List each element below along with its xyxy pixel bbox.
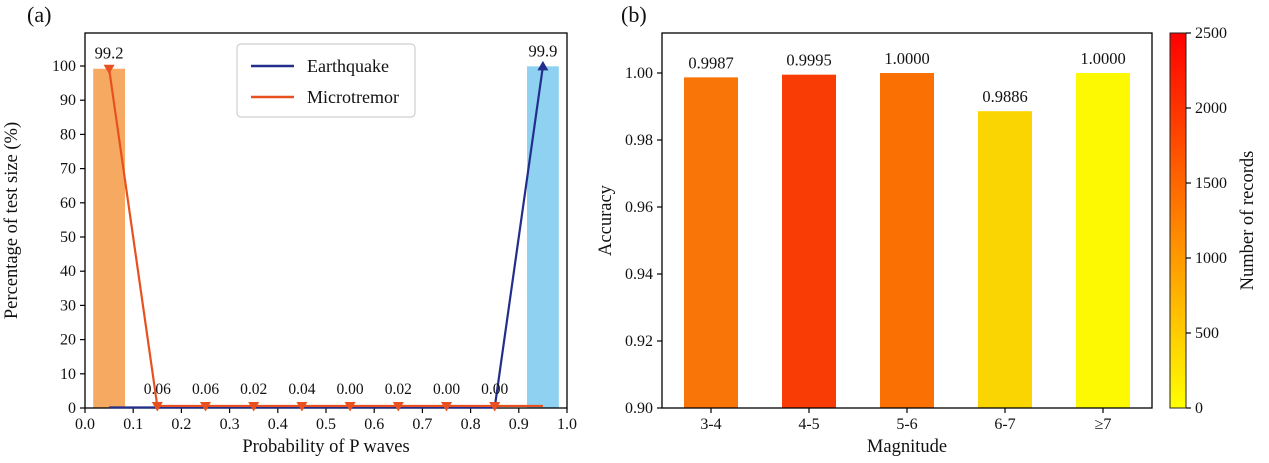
point-value-label: 0.00 [481, 381, 508, 398]
earthquake-marker [537, 60, 549, 71]
microtremor-marker [248, 401, 260, 412]
y-tick-label: 60 [60, 195, 76, 212]
y-tick-label: 0.92 [625, 333, 653, 350]
accuracy-bar-≥7 [1076, 73, 1130, 408]
bar-value-label: 0.9995 [786, 51, 831, 70]
histogram-bar-earthquake [526, 66, 559, 408]
colorbar-tick-label: 500 [1195, 325, 1219, 342]
accuracy-by-magnitude-chart: 3-4 4-5 5-6 6-7 ≥7 0.90 0.92 0.94 0.96 0.98 1.00 0.… [596, 25, 1258, 457]
y-tick-label: 0.90 [625, 400, 653, 417]
bar-value-label: 0.9987 [688, 53, 733, 72]
microtremor-marker [441, 401, 452, 412]
colorbar-tick-label: 2500 [1195, 25, 1227, 42]
colorbar-tick-label: 2000 [1195, 100, 1227, 117]
x-tick-label: 0.6 [364, 416, 384, 433]
panel-a-tag: (a) [27, 2, 52, 27]
bar-value-label: 99.9 [528, 41, 557, 60]
y-tick-label: 50 [60, 229, 76, 246]
colorbar-tick-label: 0 [1195, 400, 1203, 417]
bar-value-label: 1.0000 [884, 49, 929, 68]
colorbar-label: Number of records [1238, 151, 1258, 291]
y-tick-label: 30 [60, 297, 76, 314]
line-microtremor [108, 68, 543, 408]
y-axis-label: Percentage of test size (%) [2, 122, 22, 319]
y-tick-label: 0.96 [625, 199, 653, 216]
y-tick-label: 0.98 [625, 132, 653, 149]
microtremor-marker [200, 401, 211, 412]
x-axis-label: Probability of P waves [242, 437, 409, 457]
x-tick-label: 0.7 [412, 416, 432, 433]
x-tick-label: ≥7 [1095, 416, 1112, 433]
legend: Earthquake Microtremor [236, 43, 416, 118]
x-tick-label: 0.1 [123, 416, 143, 433]
legend-label: Earthquake [307, 56, 389, 76]
panel-b-tag: (b) [621, 2, 647, 27]
legend-box [236, 43, 416, 118]
colorbar-tick-label: 1500 [1195, 175, 1227, 192]
x-tick-label: 0.9 [509, 416, 529, 433]
microtremor-marker [344, 401, 356, 412]
point-value-label: 0.00 [337, 381, 364, 398]
x-tick-label: 0.3 [220, 416, 240, 433]
x-tick-label: 0.2 [171, 416, 191, 433]
point-value-label: 0.00 [433, 381, 460, 398]
y-tick-label: 100 [52, 58, 76, 75]
x-tick-label: 0.8 [461, 416, 481, 433]
x-tick-label: 5-6 [896, 416, 917, 433]
y-tick-label: 0 [68, 400, 76, 417]
y-axis-label: Accuracy [596, 184, 616, 256]
y-tick-label: 90 [60, 92, 76, 109]
y-tick-label: 20 [60, 332, 76, 349]
p-wave-probability-histogram: 0.0 0.1 0.2 0.3 0.4 0.5 0.6 0.7 0.8 0.9 1.0 0 10 20 30… [2, 32, 577, 457]
y-tick-label: 10 [60, 366, 76, 383]
colorbar [1169, 32, 1187, 409]
microtremor-marker [296, 401, 308, 412]
y-tick-label: 1.00 [625, 65, 653, 82]
histogram-bar-microtremor [93, 68, 126, 409]
microtremor-marker [151, 401, 163, 412]
y-tick-label: 70 [60, 161, 76, 178]
point-value-label: 0.02 [385, 381, 412, 398]
microtremor-marker [489, 401, 501, 412]
bar-value-label: 1.0000 [1080, 49, 1125, 68]
y-tick-label: 0.94 [625, 266, 653, 283]
colorbar-tick-label: 1000 [1195, 250, 1227, 267]
accuracy-bar-4-5 [782, 74, 836, 409]
microtremor-marker [392, 401, 404, 412]
x-tick-label: 3-4 [700, 416, 721, 433]
point-value-label: 0.06 [144, 381, 171, 398]
x-tick-label: 4-5 [798, 416, 819, 433]
x-tick-label: 1.0 [557, 416, 577, 433]
x-axis-label: Magnitude [867, 437, 947, 457]
microtremor-marker [103, 64, 115, 75]
bar-value-label: 0.9886 [982, 87, 1027, 106]
point-value-label: 0.04 [288, 381, 315, 398]
x-tick-label: 0.5 [316, 416, 336, 433]
line-earthquake [109, 66, 544, 409]
x-tick-label: 6-7 [994, 416, 1015, 433]
legend-label: Microtremor [307, 87, 399, 107]
x-tick-label: 0.0 [75, 416, 95, 433]
accuracy-bar-5-6 [880, 73, 934, 408]
point-value-label: 0.06 [192, 381, 219, 398]
y-tick-label: 40 [60, 263, 76, 280]
x-tick-label: 0.4 [268, 416, 288, 433]
y-tick-label: 80 [60, 126, 76, 143]
accuracy-bar-6-7 [978, 111, 1032, 408]
accuracy-bar-3-4 [684, 77, 738, 408]
point-value-label: 0.02 [240, 381, 267, 398]
bar-value-label: 99.2 [95, 44, 124, 63]
